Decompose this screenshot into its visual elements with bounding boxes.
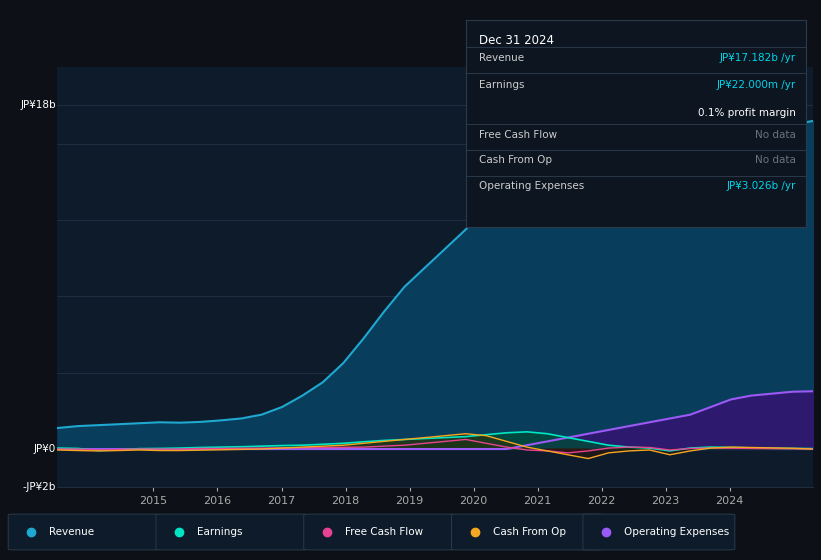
FancyBboxPatch shape (156, 514, 308, 550)
Text: Dec 31 2024: Dec 31 2024 (479, 34, 554, 47)
Text: JP¥18b: JP¥18b (21, 100, 56, 110)
FancyBboxPatch shape (583, 514, 735, 550)
Text: JP¥0: JP¥0 (34, 444, 56, 454)
Text: JP¥22.000m /yr: JP¥22.000m /yr (717, 80, 796, 90)
FancyBboxPatch shape (452, 514, 603, 550)
Text: -JP¥2b: -JP¥2b (23, 482, 56, 492)
Text: No data: No data (755, 155, 796, 165)
Text: Earnings: Earnings (197, 527, 242, 537)
Text: 0.1% profit margin: 0.1% profit margin (698, 108, 796, 118)
Text: Revenue: Revenue (49, 527, 94, 537)
Text: JP¥3.026b /yr: JP¥3.026b /yr (727, 181, 796, 191)
FancyBboxPatch shape (304, 514, 456, 550)
Text: No data: No data (755, 130, 796, 141)
Text: Cash From Op: Cash From Op (493, 527, 566, 537)
Text: Operating Expenses: Operating Expenses (479, 181, 585, 191)
Text: Earnings: Earnings (479, 80, 525, 90)
Text: Free Cash Flow: Free Cash Flow (345, 527, 423, 537)
Text: JP¥17.182b /yr: JP¥17.182b /yr (720, 53, 796, 63)
Text: Revenue: Revenue (479, 53, 525, 63)
FancyBboxPatch shape (8, 514, 160, 550)
Text: Cash From Op: Cash From Op (479, 155, 553, 165)
Text: Free Cash Flow: Free Cash Flow (479, 130, 557, 141)
Text: Operating Expenses: Operating Expenses (624, 527, 729, 537)
